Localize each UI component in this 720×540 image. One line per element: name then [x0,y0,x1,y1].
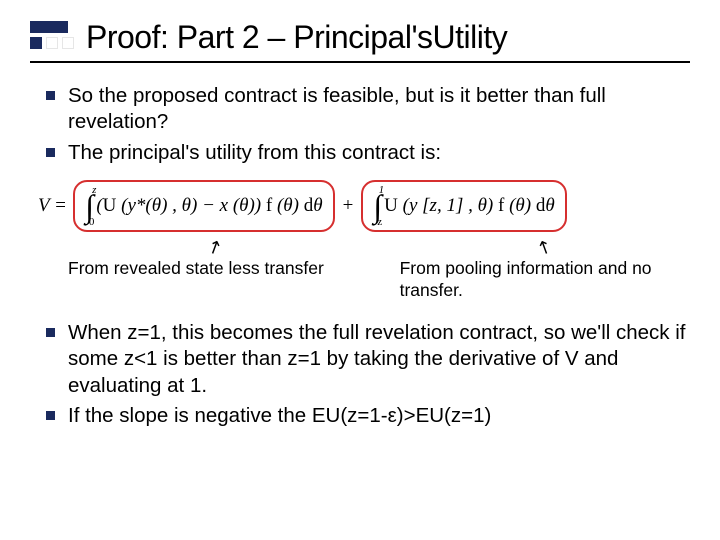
bullet-item: So the proposed contract is feasible, bu… [40,83,690,135]
title-rule [30,61,690,63]
equation-body: U (y [z, 1] , θ) f (θ) dθ [384,195,555,217]
bullet-item: If the slope is negative the EU(z=1-ε)>E… [40,403,690,429]
page-title: Proof: Part 2 – Principal'sUtility [86,20,507,55]
equation-lhs: V = [38,195,67,217]
annotation-left: ↗ From revealed state less transfer [30,238,400,302]
annotation-row: ↗ From revealed state less transfer ↖ Fr… [30,238,690,302]
bullet-item: When z=1, this becomes the full revelati… [40,320,690,399]
equation-term-2: 1 ∫ z U (y [z, 1] , θ) f (θ) dθ [361,180,566,233]
annotation-text: From revealed state less transfer [68,258,324,280]
bullet-list-bottom: When z=1, this becomes the full revelati… [40,320,690,429]
annotation-text: From pooling information and no transfer… [400,258,690,302]
logo-bar [30,21,68,33]
annotation-right: ↖ From pooling information and no transf… [400,238,690,302]
equation-body: (U (y*(θ) , θ) − x (θ)) f (θ) dθ [96,195,322,217]
slide: Proof: Part 2 – Principal'sUtility So th… [0,0,720,540]
arrow-icon: ↖ [534,236,555,259]
logo-square [62,37,74,49]
bullet-list-top: So the proposed contract is feasible, bu… [40,83,690,166]
logo-squares [30,37,74,49]
title-row: Proof: Part 2 – Principal'sUtility [30,20,690,55]
bullet-item: The principal's utility from this contra… [40,140,690,166]
integral-icon: 1 ∫ z [373,186,382,227]
logo-square [46,37,58,49]
equation-term-1: z ∫ 0 (U (y*(θ) , θ) − x (θ)) f (θ) dθ [73,180,335,233]
logo-icon [30,21,74,55]
integral-icon: z ∫ 0 [85,186,95,227]
logo-square [30,37,42,49]
equation-row: V = z ∫ 0 (U (y*(θ) , θ) − x (θ)) f (θ) … [38,180,690,233]
arrow-icon: ↗ [204,236,225,259]
equation-plus: + [341,195,356,217]
